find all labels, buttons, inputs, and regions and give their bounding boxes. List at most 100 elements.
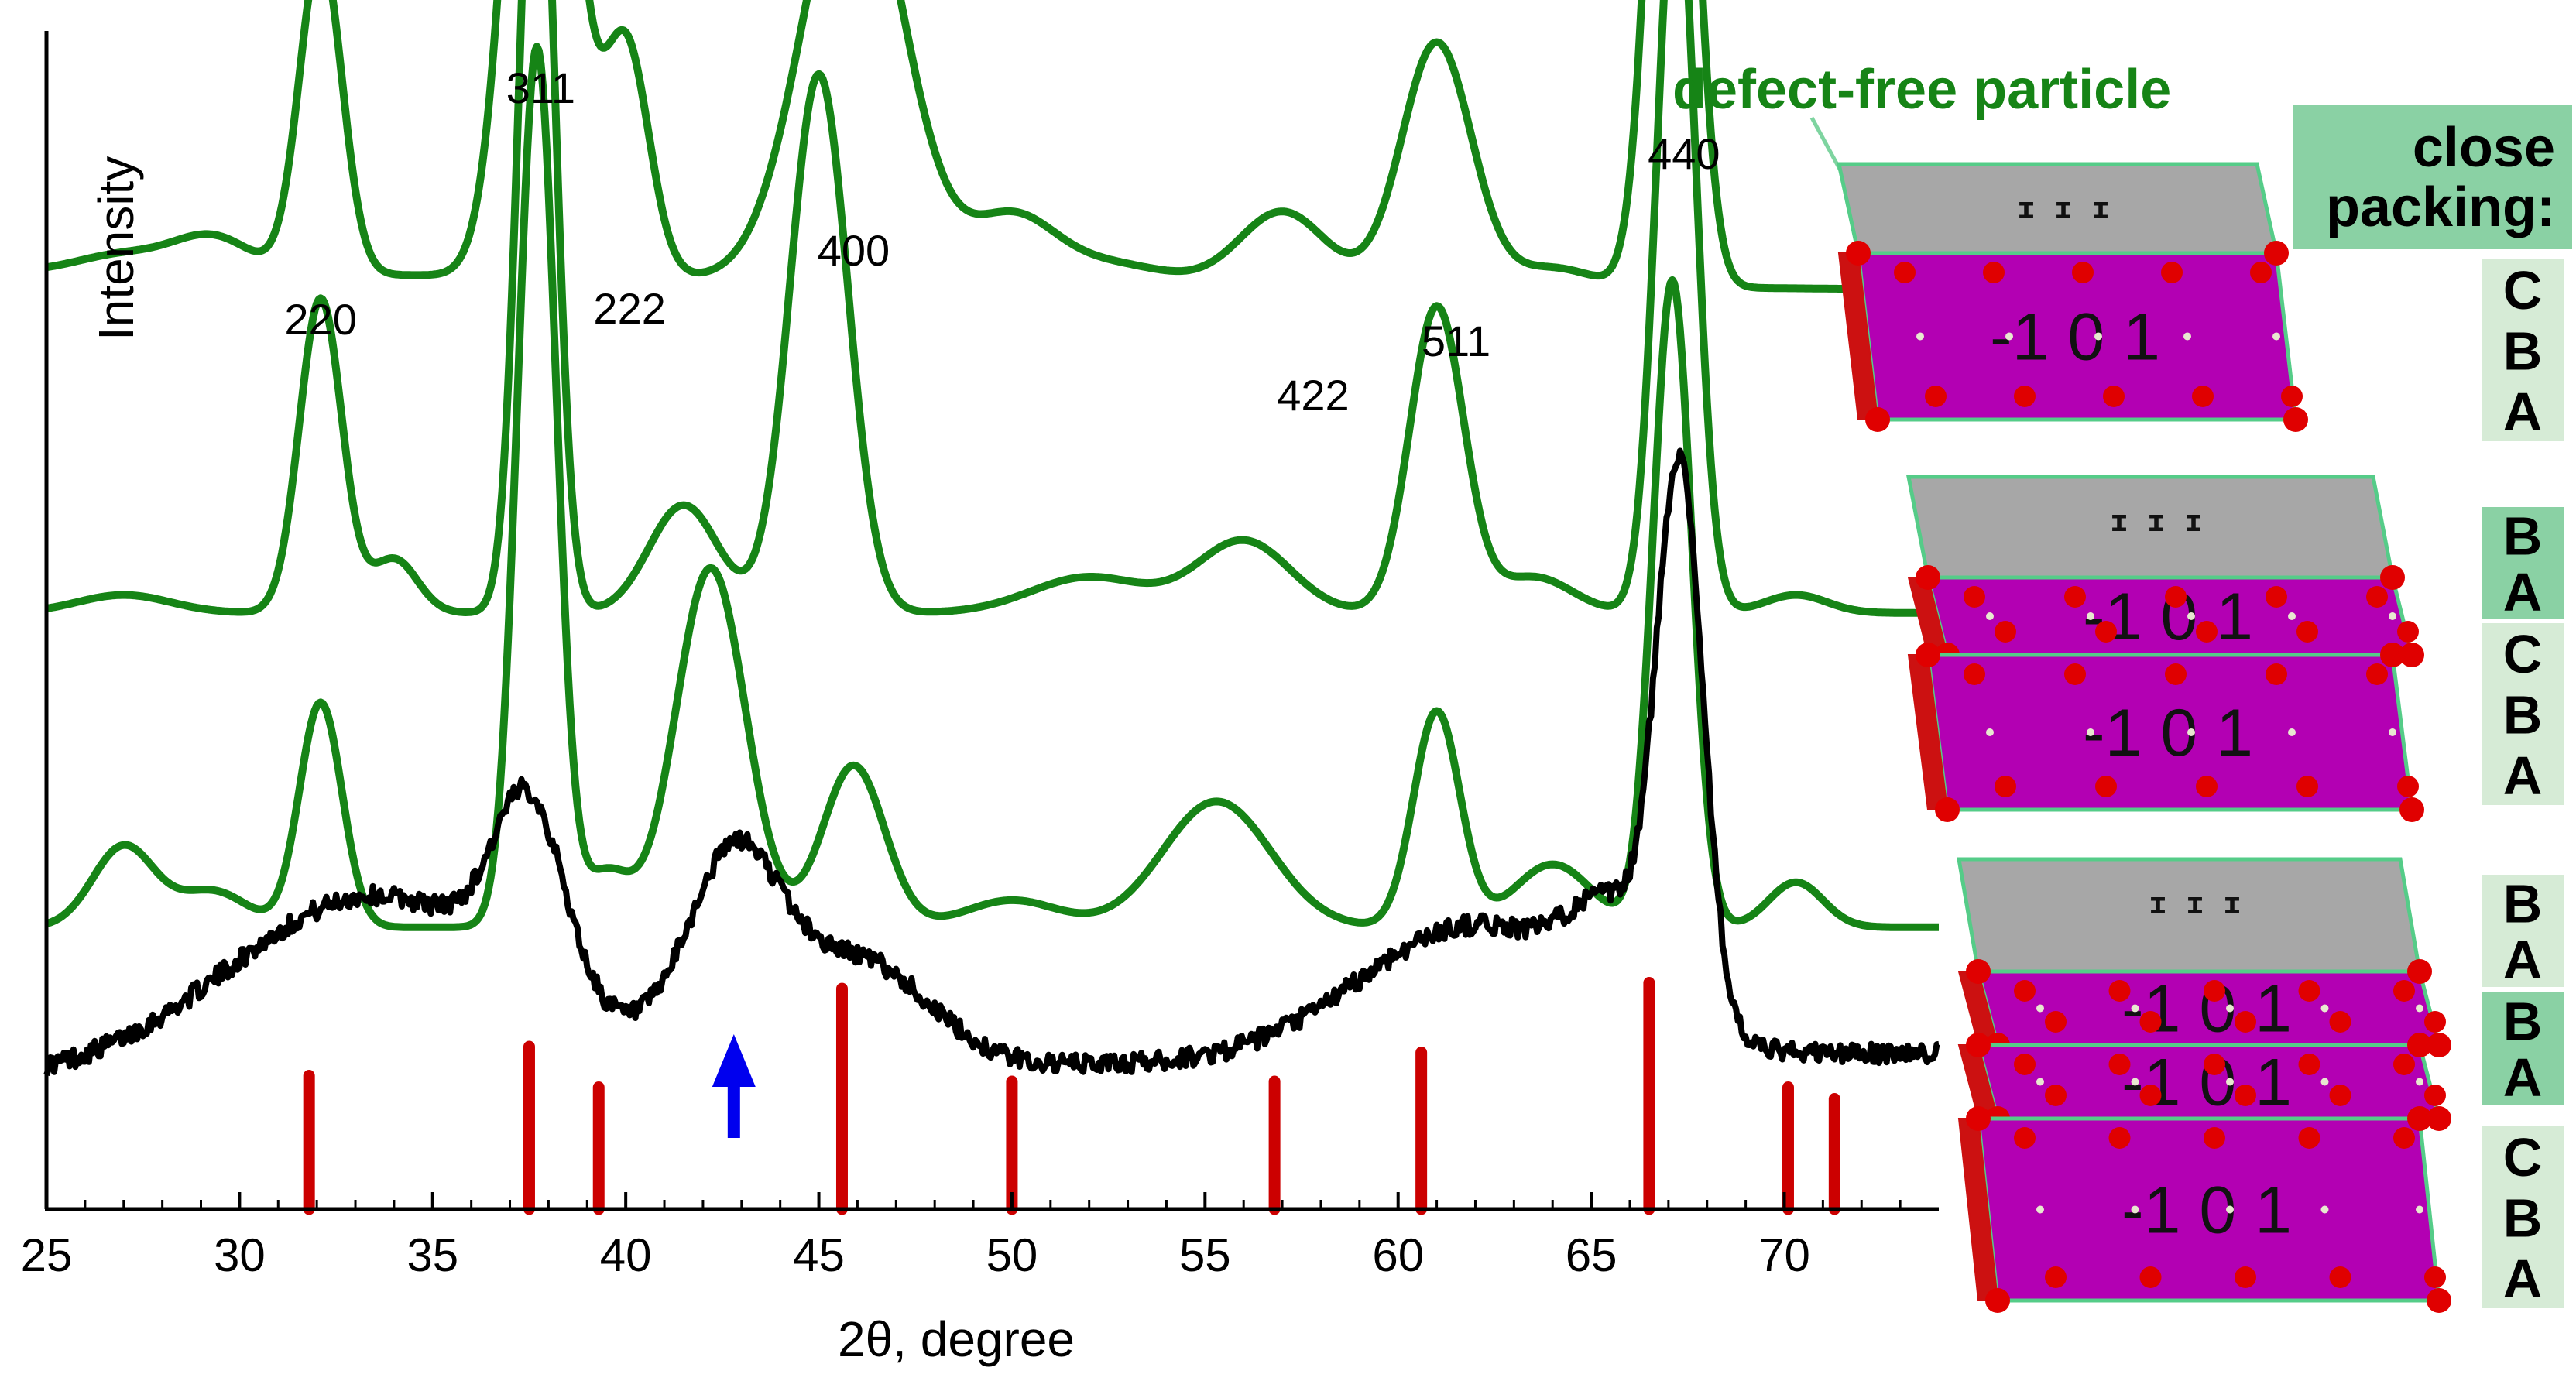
atom-red bbox=[1966, 1033, 1991, 1057]
atom-red bbox=[2329, 1266, 2351, 1288]
series-line bbox=[44, 0, 1941, 294]
atom-small bbox=[2416, 1078, 2423, 1086]
packing-group: BA bbox=[2482, 505, 2564, 622]
atom-red bbox=[2196, 621, 2218, 643]
particle-model: ɪ ɪ ɪ-1 0 1-1 0 1-1 0 1 bbox=[1957, 857, 2451, 1313]
atom-small bbox=[2036, 1078, 2044, 1086]
atom-small bbox=[2226, 1078, 2234, 1086]
x-tick-label: 35 bbox=[406, 1229, 458, 1281]
peak-label: 422 bbox=[1277, 371, 1349, 420]
x-tick-label: 25 bbox=[21, 1229, 73, 1281]
atom-red bbox=[2072, 262, 2094, 283]
atom-red bbox=[2095, 621, 2117, 643]
atom-red bbox=[2264, 241, 2289, 266]
atom-red bbox=[2380, 643, 2405, 667]
x-tick-label: 70 bbox=[1758, 1229, 1810, 1281]
atom-small bbox=[2183, 332, 2191, 341]
atom-small bbox=[2288, 728, 2296, 736]
packing-box bbox=[2482, 875, 2564, 987]
blue-arrow-head bbox=[712, 1034, 756, 1087]
particle-model: ɪ ɪ ɪ-1 0 1-1 0 1 bbox=[1905, 475, 2424, 822]
title-pointer bbox=[1809, 116, 1844, 173]
atom-small bbox=[1986, 728, 1994, 736]
atom-red bbox=[2108, 980, 2131, 1002]
atom-red bbox=[1983, 262, 2005, 283]
peak-label: 511 bbox=[1422, 317, 1490, 365]
atom-red bbox=[1894, 262, 1916, 283]
atom-red bbox=[2397, 776, 2419, 797]
atom-red bbox=[2424, 1266, 2446, 1288]
atom-red bbox=[2045, 1266, 2067, 1288]
atom-red bbox=[2380, 565, 2405, 590]
atom-red bbox=[1995, 776, 2016, 797]
atom-red bbox=[2407, 1033, 2432, 1057]
atom-small bbox=[2389, 728, 2396, 736]
atom-red bbox=[2235, 1266, 2256, 1288]
atom-red bbox=[1964, 663, 1985, 685]
packing-letter: B bbox=[2503, 991, 2543, 1051]
atom-red bbox=[2427, 1033, 2451, 1057]
atom-red bbox=[2103, 386, 2125, 407]
series-line bbox=[43, 447, 1940, 1077]
x-ticks: 25 30 35 40 45 50 55 60 65 70 bbox=[21, 1192, 1902, 1281]
x-tick-label: 40 bbox=[600, 1229, 652, 1281]
atom-red bbox=[2296, 621, 2318, 643]
atom-red bbox=[2250, 262, 2272, 283]
x-tick-label: 45 bbox=[793, 1229, 845, 1281]
x-axis-label: 2θ, degree bbox=[838, 1311, 1075, 1367]
x-tick-label: 60 bbox=[1372, 1229, 1424, 1281]
atom-red bbox=[2161, 262, 2183, 283]
packing-letter: C bbox=[2503, 260, 2543, 320]
packing-box bbox=[2482, 623, 2564, 805]
atom-red bbox=[2329, 1011, 2351, 1033]
atom-small bbox=[2087, 728, 2094, 736]
packing-box bbox=[2482, 259, 2564, 441]
atom-red bbox=[2139, 1266, 2162, 1288]
atom-red bbox=[1985, 1288, 2010, 1313]
atom-red bbox=[2045, 1085, 2067, 1106]
x-tick-label: 30 bbox=[214, 1229, 266, 1281]
atom-red bbox=[1916, 565, 1940, 590]
atom-small bbox=[2416, 1205, 2423, 1214]
face-label: -1 0 1 bbox=[1990, 300, 2160, 375]
atom-red bbox=[1964, 586, 1985, 608]
peak-label: 311 bbox=[506, 63, 575, 112]
atom-red bbox=[1916, 643, 1940, 667]
atom-red bbox=[2399, 643, 2424, 667]
atom-red bbox=[2064, 586, 2086, 608]
blue-arrow bbox=[712, 1034, 756, 1138]
reference-lines bbox=[303, 977, 1840, 1215]
atom-red bbox=[2196, 776, 2218, 797]
atom-red bbox=[2329, 1085, 2351, 1106]
atom-small bbox=[2131, 1078, 2139, 1086]
atom-small bbox=[2226, 1205, 2234, 1214]
atom-red bbox=[2407, 959, 2432, 984]
atom-red bbox=[2064, 663, 2086, 685]
atom-red bbox=[2296, 776, 2318, 797]
atom-red bbox=[2397, 621, 2419, 643]
packing-letter: A bbox=[2503, 745, 2543, 806]
packing-letter: A bbox=[2503, 382, 2543, 442]
atom-red bbox=[2393, 980, 2415, 1002]
atom-small bbox=[2036, 1004, 2044, 1013]
atom-red bbox=[2266, 663, 2287, 685]
packing-group: CBA bbox=[2482, 259, 2564, 442]
packing-letter: B bbox=[2503, 685, 2543, 745]
defect-free-title: defect-free particle bbox=[1672, 59, 2171, 121]
atom-red bbox=[2014, 1054, 2036, 1075]
atom-red bbox=[2014, 386, 2036, 407]
atom-red bbox=[2427, 1106, 2451, 1131]
atom-red bbox=[2235, 1011, 2256, 1033]
top-face-label: ɪ ɪ ɪ bbox=[2017, 194, 2110, 228]
series-group bbox=[43, 0, 1941, 1077]
atom-red bbox=[2108, 1054, 2131, 1075]
peak-label: 222 bbox=[593, 284, 665, 333]
peak-label: 220 bbox=[284, 295, 356, 344]
atom-red bbox=[2427, 1288, 2451, 1313]
atom-red bbox=[2424, 1011, 2446, 1033]
packing-title-line1: close bbox=[2413, 117, 2555, 179]
atom-small bbox=[2087, 612, 2094, 620]
packing-letter: B bbox=[2503, 321, 2543, 382]
packing-group: CBA bbox=[2482, 623, 2564, 806]
